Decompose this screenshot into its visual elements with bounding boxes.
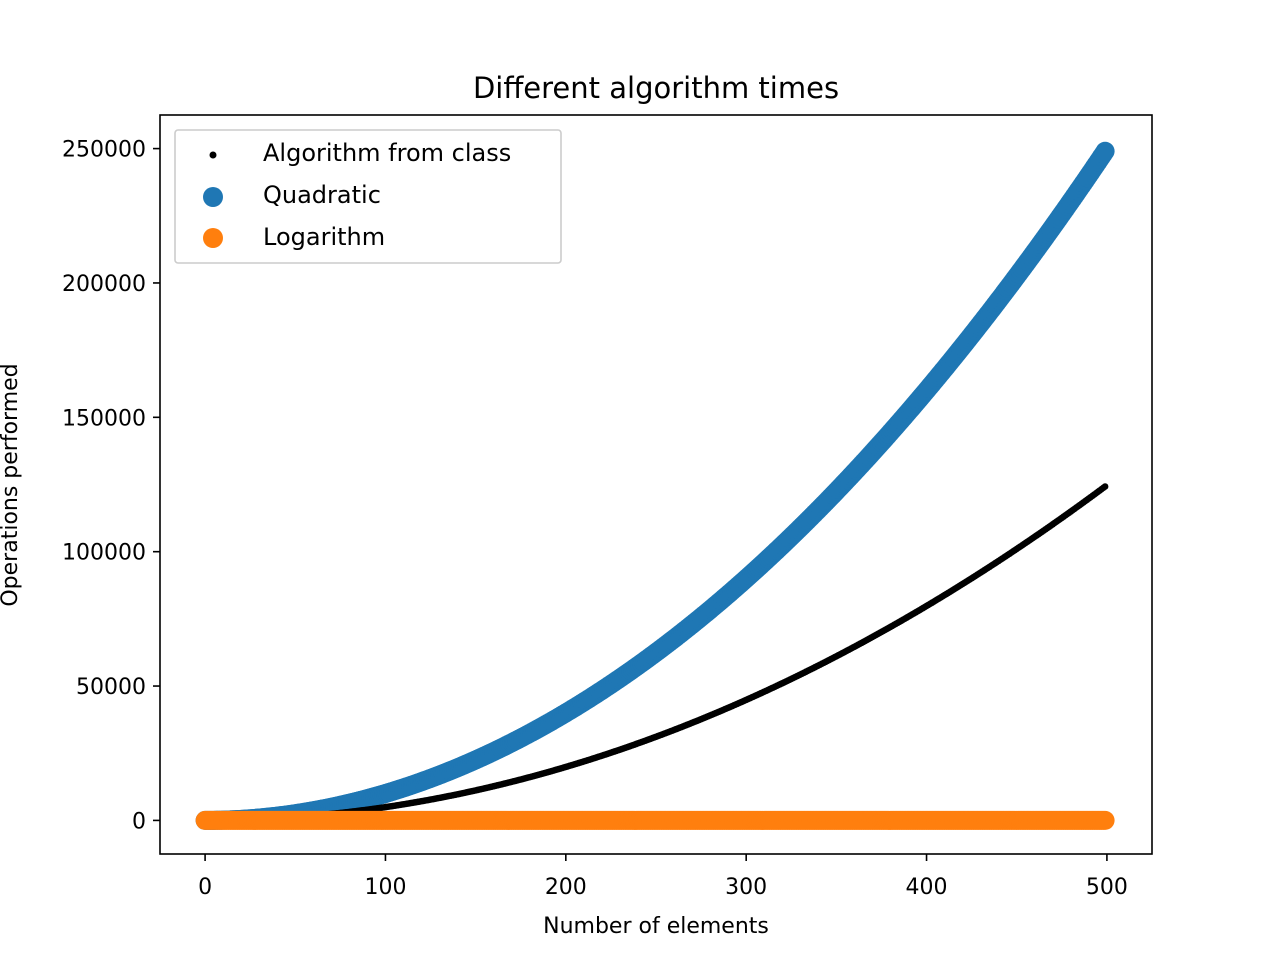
x-axis-label: Number of elements — [543, 914, 769, 939]
data-point — [1101, 483, 1109, 490]
x-tick-label: 500 — [1086, 875, 1128, 900]
legend-label-quadratic: Quadratic — [263, 181, 381, 209]
chart-title: Different algorithm times — [473, 71, 839, 105]
series-layer — [195, 141, 1115, 830]
legend: Algorithm from class Quadratic Logarithm — [174, 129, 562, 264]
y-tick-label: 250000 — [62, 138, 146, 163]
x-axis: 0 100 200 300 400 500 — [198, 854, 1128, 900]
y-tick-label: 50000 — [76, 675, 146, 700]
legend-marker-quadratic — [203, 187, 223, 207]
legend-marker-algorithm-from-class — [209, 151, 217, 159]
x-tick-label: 200 — [545, 875, 587, 900]
y-axis: 0 50000 100000 150000 200000 250000 — [62, 138, 160, 834]
legend-marker-logarithm — [203, 228, 223, 248]
y-axis-label: Operations performed — [0, 363, 23, 606]
series-logarithm — [195, 810, 1115, 830]
data-point — [1095, 810, 1115, 830]
data-point — [1095, 141, 1115, 161]
y-tick-label: 200000 — [62, 272, 146, 297]
series-algorithm-from-class — [201, 483, 1109, 824]
x-tick-label: 400 — [906, 875, 948, 900]
legend-box — [174, 129, 562, 264]
y-tick-label: 150000 — [62, 406, 146, 431]
x-tick-label: 0 — [198, 875, 212, 900]
legend-label-logarithm: Logarithm — [263, 223, 385, 251]
x-tick-label: 100 — [364, 875, 406, 900]
x-tick-label: 300 — [725, 875, 767, 900]
legend-label-algorithm-from-class: Algorithm from class — [263, 139, 511, 167]
plot-frame — [159, 114, 1153, 855]
y-tick-label: 100000 — [62, 541, 146, 566]
y-tick-label: 0 — [132, 809, 146, 834]
